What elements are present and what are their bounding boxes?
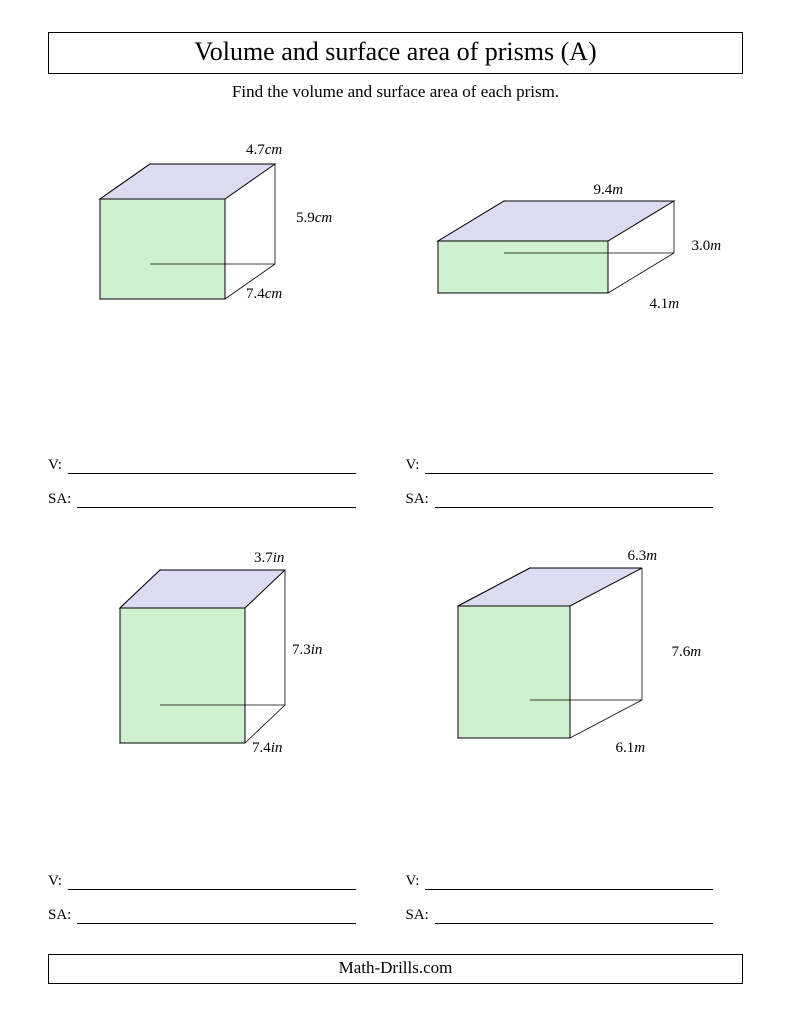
problem-grid: 4.7cm 5.9cm 7.4cm V: SA: 9.4m 3.0m 4.1m V: SA: 3… [48, 132, 743, 924]
dimension-top: 9.4m [594, 182, 624, 199]
surface-area-label: SA: [48, 491, 71, 508]
volume-label: V: [48, 873, 62, 890]
footer-source: Math-Drills.com [48, 954, 743, 984]
prism-figure: 3.7in 7.3in 7.4in [48, 548, 386, 856]
prism-problem-4: 6.3m 7.6m 6.1m V: SA: [406, 548, 744, 924]
dimension-right: 7.6m [672, 644, 702, 661]
dimension-top: 3.7in [254, 550, 284, 567]
dimension-bottom: 4.1m [650, 296, 680, 313]
volume-blank[interactable] [68, 876, 356, 890]
prism-problem-3: 3.7in 7.3in 7.4in V: SA: [48, 548, 386, 924]
dimension-right: 5.9cm [296, 210, 332, 227]
dimension-top: 4.7cm [246, 142, 282, 159]
volume-label: V: [48, 457, 62, 474]
dimension-bottom: 7.4cm [246, 286, 282, 303]
prism-problem-1: 4.7cm 5.9cm 7.4cm V: SA: [48, 132, 386, 508]
surface-area-blank[interactable] [77, 910, 355, 924]
prism-figure: 4.7cm 5.9cm 7.4cm [48, 132, 386, 440]
prism-figure: 6.3m 7.6m 6.1m [406, 548, 744, 856]
volume-blank[interactable] [425, 876, 713, 890]
surface-area-label: SA: [406, 907, 429, 924]
surface-area-blank[interactable] [77, 494, 355, 508]
surface-area-blank[interactable] [435, 910, 713, 924]
dimension-bottom: 6.1m [616, 740, 646, 757]
prism-problem-2: 9.4m 3.0m 4.1m V: SA: [406, 132, 744, 508]
surface-area-label: SA: [48, 907, 71, 924]
volume-label: V: [406, 873, 420, 890]
prism-figure: 9.4m 3.0m 4.1m [406, 132, 744, 440]
dimension-right: 7.3in [292, 642, 322, 659]
dimension-right: 3.0m [692, 238, 722, 255]
dimension-bottom: 7.4in [252, 740, 282, 757]
volume-label: V: [406, 457, 420, 474]
surface-area-blank[interactable] [435, 494, 713, 508]
instruction-text: Find the volume and surface area of each… [48, 82, 743, 102]
page-title: Volume and surface area of prisms (A) [48, 32, 743, 74]
surface-area-label: SA: [406, 491, 429, 508]
volume-blank[interactable] [425, 460, 713, 474]
volume-blank[interactable] [68, 460, 356, 474]
dimension-top: 6.3m [628, 548, 658, 565]
